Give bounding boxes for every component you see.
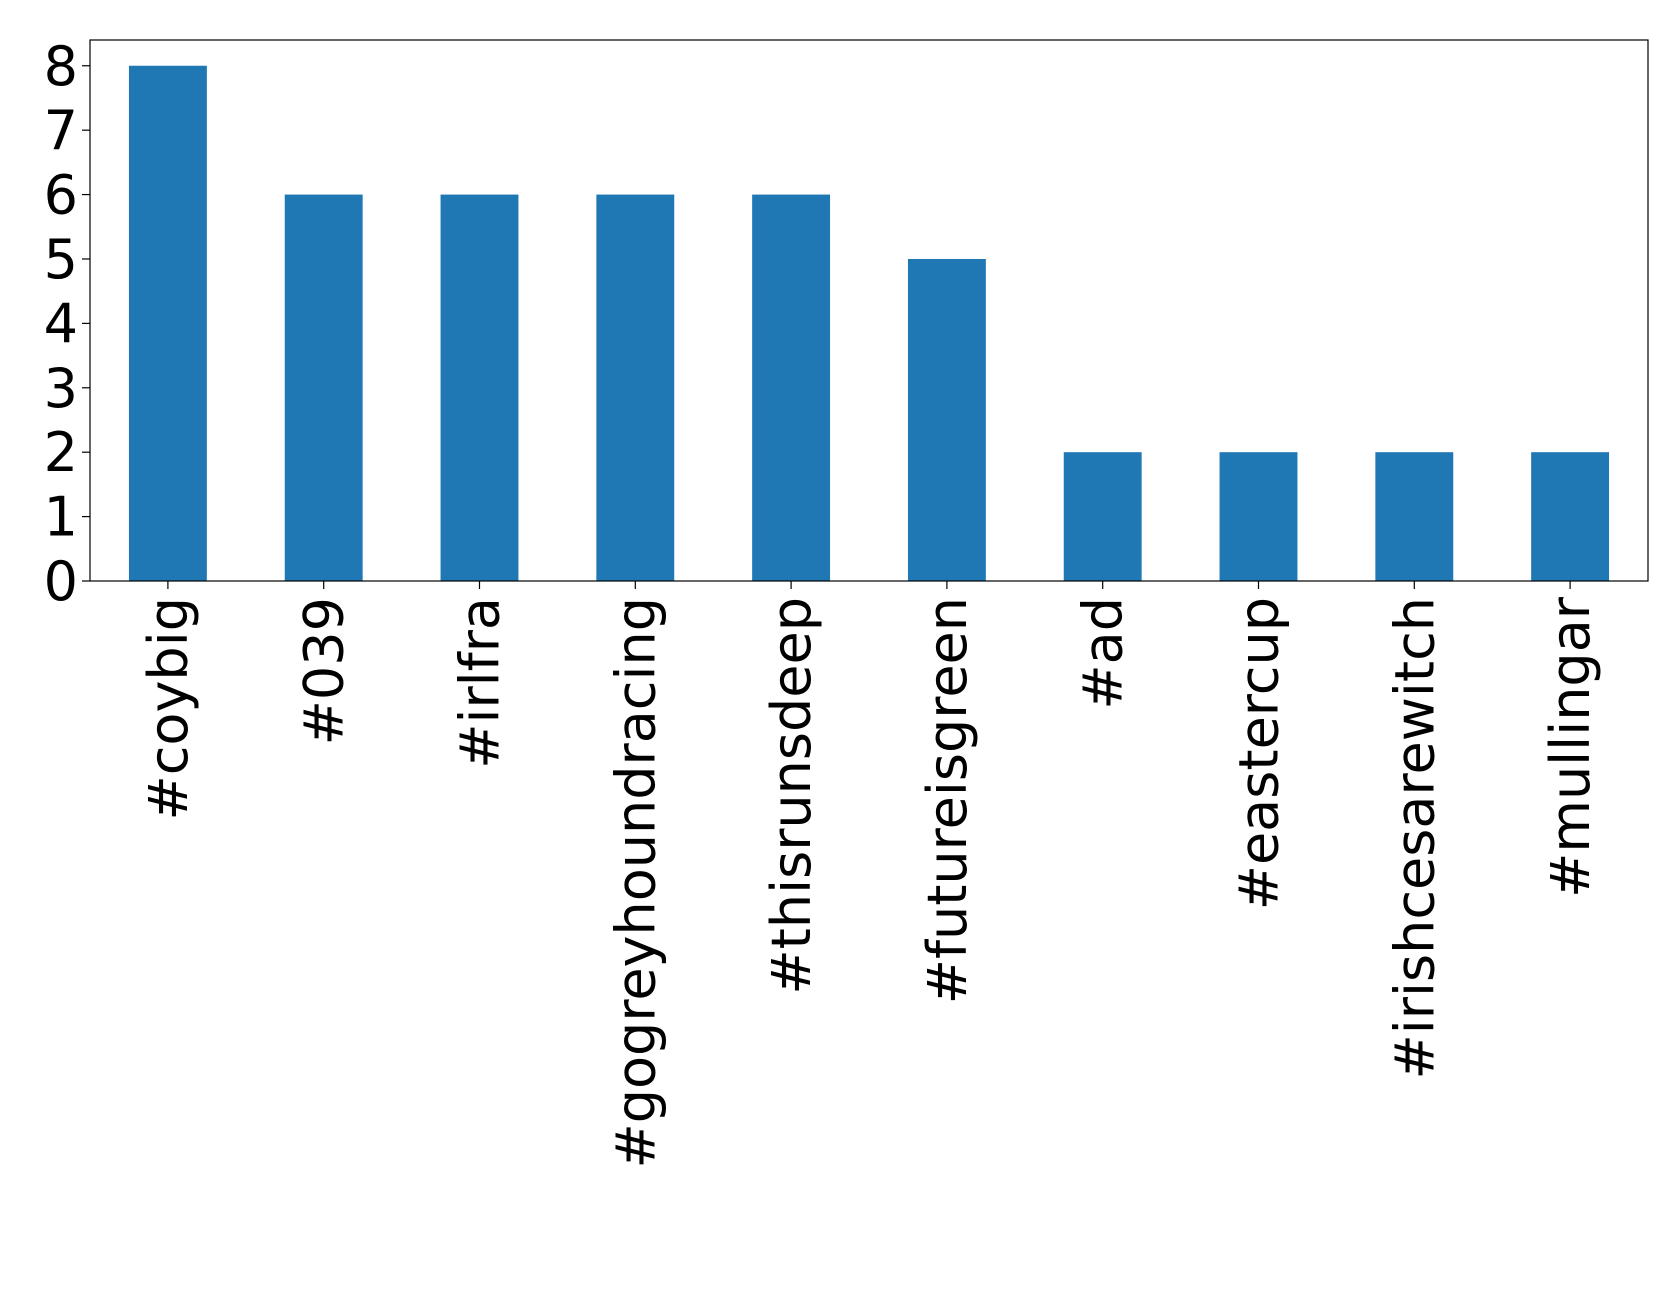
x-tick-label: #ad <box>1072 597 1135 710</box>
y-tick-label: 3 <box>44 357 78 420</box>
bar <box>752 194 831 582</box>
x-tick-label: #irishcesarewitch <box>1383 597 1446 1079</box>
x-tick-label: #mullingar <box>1539 596 1602 898</box>
x-tick-label: #eastercup <box>1228 597 1291 910</box>
x-tick-label: #039 <box>293 597 356 745</box>
bar <box>1219 452 1298 581</box>
y-tick-label: 1 <box>44 486 78 549</box>
bar <box>907 258 986 581</box>
bar <box>284 194 363 582</box>
bar <box>1375 452 1454 581</box>
plot-frame <box>89 39 1649 582</box>
y-tick-label: 6 <box>44 164 78 227</box>
x-tick-label: #futureisgreen <box>916 597 979 1004</box>
x-tick-label: #irlfra <box>449 597 512 769</box>
y-tick-label: 5 <box>44 228 78 291</box>
y-tick-label: 7 <box>44 99 78 162</box>
x-tick-label: #gogreyhoundracing <box>604 597 667 1169</box>
y-tick-label: 4 <box>44 292 78 355</box>
y-tick-label: 2 <box>44 421 78 484</box>
x-tick-label: #coybig <box>137 597 200 821</box>
bar <box>1531 452 1610 581</box>
y-tick-label: 0 <box>44 550 78 613</box>
bar <box>128 65 207 581</box>
x-tick-label: #thisrunsdeep <box>760 597 823 995</box>
bar <box>596 194 675 582</box>
y-tick-label: 8 <box>44 35 78 98</box>
bar <box>1063 452 1142 581</box>
bar <box>440 194 519 582</box>
